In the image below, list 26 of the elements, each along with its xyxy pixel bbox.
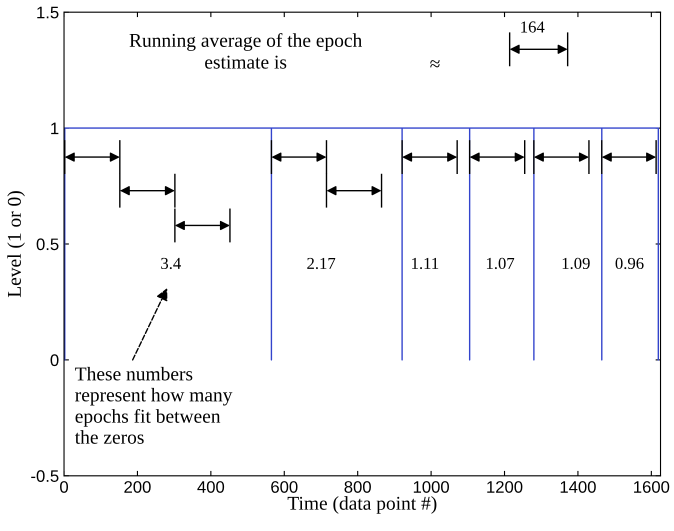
annotation: Running average of the epoch estimate is <box>130 33 362 69</box>
x-tick-label: 1000 <box>414 481 449 493</box>
y-axis-title: Level (1 or 0) <box>7 191 25 298</box>
annotation: 1.11 <box>412 258 438 270</box>
annotation: 164 <box>521 21 545 33</box>
x-tick-label: 200 <box>124 481 151 493</box>
x-tick-label: 1600 <box>634 481 670 493</box>
x-axis-title: Time (data point #) <box>288 496 436 514</box>
annotation: These numbers represent how many epochs fit between the zeros <box>74 366 232 444</box>
x-tick-label: 600 <box>271 481 298 493</box>
annotation: 2.17 <box>307 258 336 270</box>
y-tick-label: 1.5 <box>37 6 58 18</box>
y-tick-label: 1 <box>51 122 58 134</box>
x-tick-label: 400 <box>197 481 224 493</box>
annotation: 1.07 <box>486 258 514 270</box>
x-tick-label: 1200 <box>487 481 522 493</box>
x-tick-label: 0 <box>60 481 68 493</box>
annotation: 3.4 <box>161 258 181 270</box>
annotation: 1.09 <box>562 258 590 270</box>
annotation: ≈ <box>430 60 440 68</box>
y-tick-label: 0.5 <box>36 238 58 250</box>
y-tick-label: -0.5 <box>31 470 58 482</box>
x-tick-label: 800 <box>344 481 371 493</box>
annotation: 0.96 <box>616 258 644 270</box>
x-tick-label: 1400 <box>560 481 596 493</box>
y-tick-label: 0 <box>50 354 59 366</box>
